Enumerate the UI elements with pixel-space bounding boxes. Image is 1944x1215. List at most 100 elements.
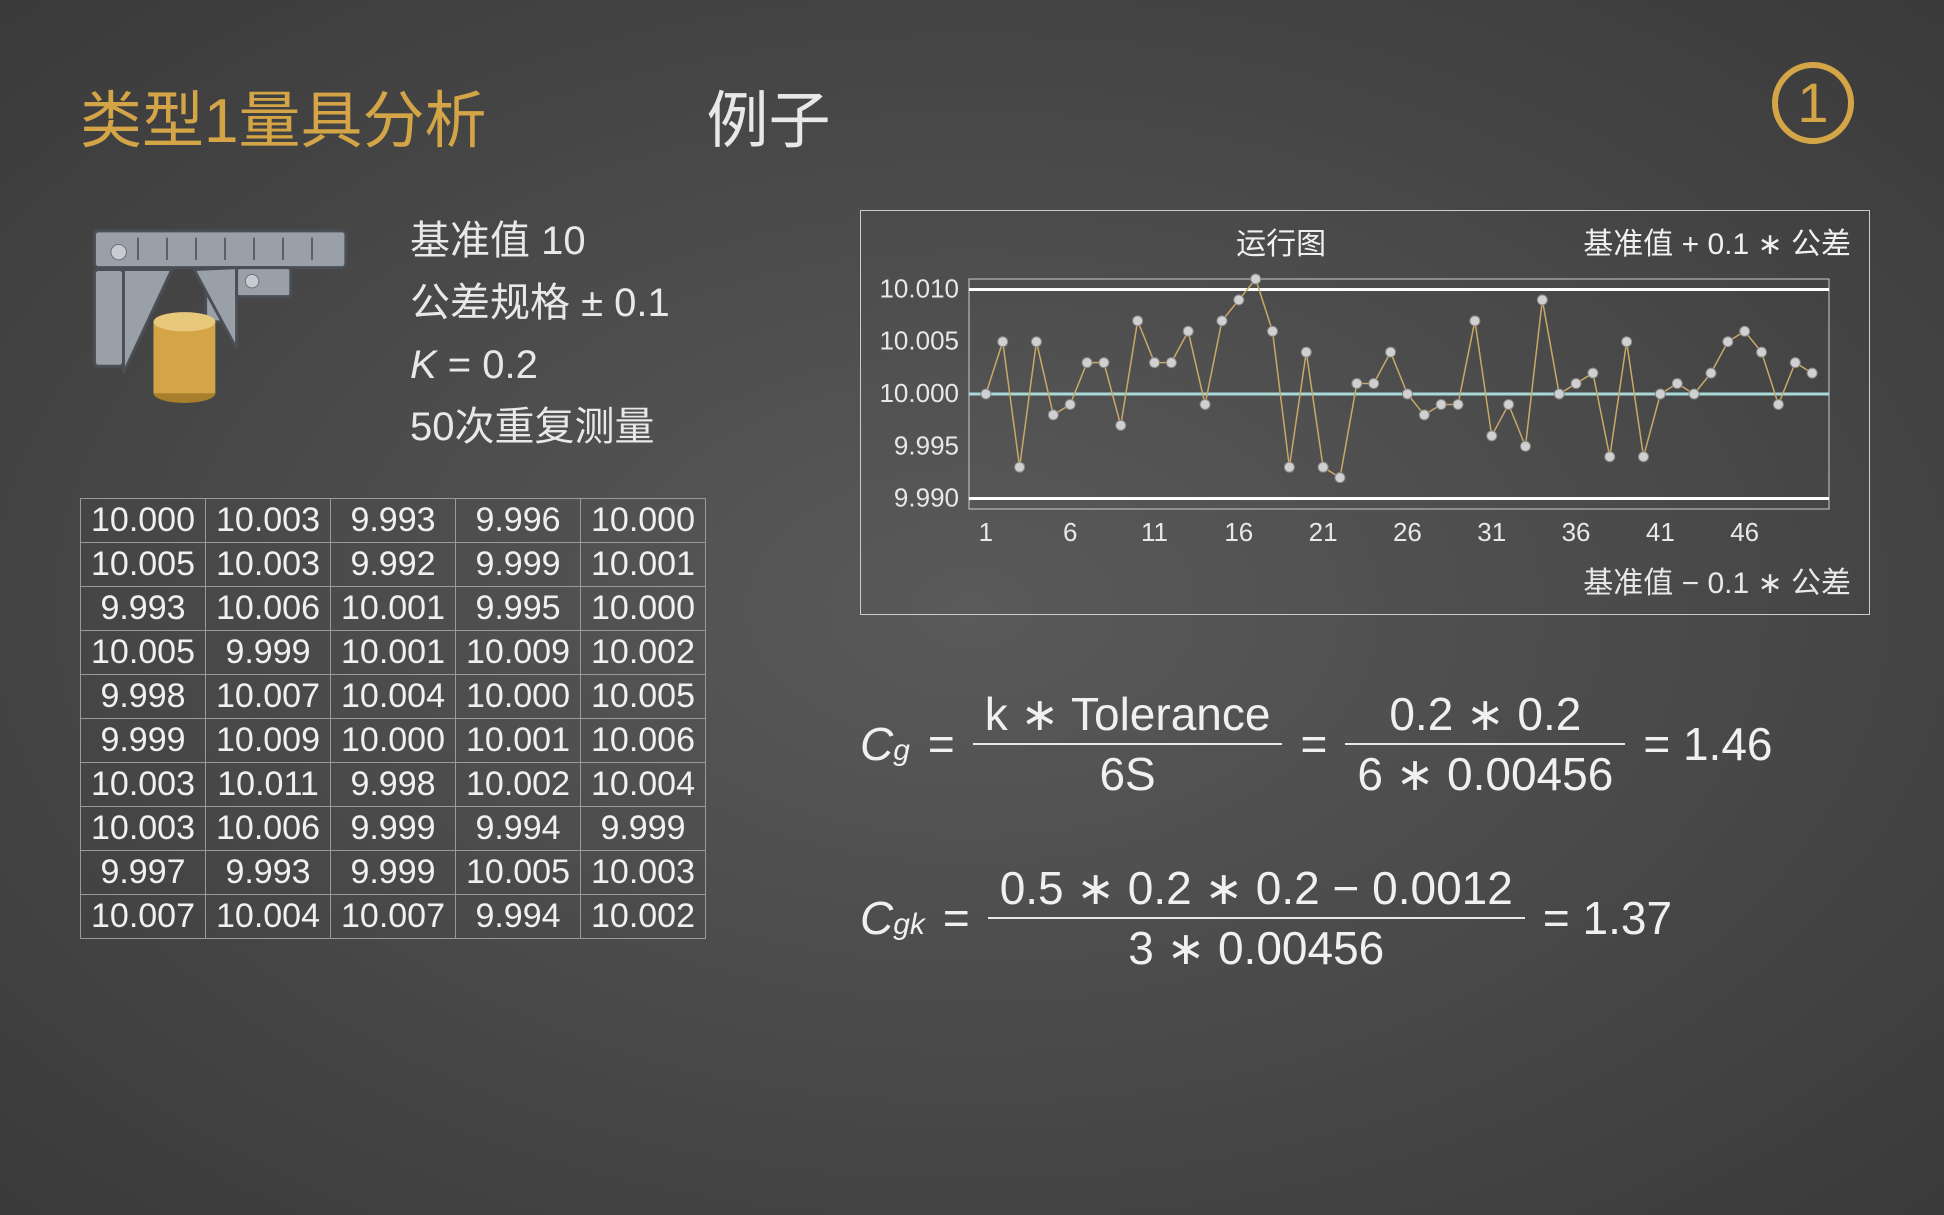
table-cell: 10.007 — [331, 895, 456, 939]
table-row: 10.00710.00410.0079.99410.002 — [81, 895, 706, 939]
spec-reference: 基准值 10 — [410, 210, 670, 272]
svg-text:6: 6 — [1063, 517, 1077, 547]
title: 类型1量具分析 — [80, 70, 486, 160]
table-cell: 9.996 — [456, 499, 581, 543]
table-cell: 10.000 — [81, 499, 206, 543]
table-cell: 9.992 — [331, 543, 456, 587]
table-cell: 10.007 — [81, 895, 206, 939]
table-cell: 10.006 — [206, 807, 331, 851]
cgk-num: 0.5 ∗ 0.2 ∗ 0.2 − 0.0012 — [988, 859, 1525, 917]
table-cell: 10.002 — [456, 763, 581, 807]
run-chart-box: 运行图 基准值 + 0.1 ∗ 公差 9.990 9.995 10.000 10.00… — [860, 210, 1870, 615]
subtitle: 例子 — [706, 70, 830, 160]
table-cell: 9.997 — [81, 851, 206, 895]
table-row: 10.00310.0069.9999.9949.999 — [81, 807, 706, 851]
table-cell: 10.005 — [456, 851, 581, 895]
table-cell: 10.011 — [206, 763, 331, 807]
data-table: 10.00010.0039.9939.99610.00010.00510.003… — [80, 498, 706, 939]
svg-text:31: 31 — [1477, 517, 1506, 547]
table-row: 10.00010.0039.9939.99610.000 — [81, 499, 706, 543]
table-cell: 10.001 — [331, 587, 456, 631]
table-cell: 10.003 — [206, 543, 331, 587]
table-cell: 9.994 — [456, 807, 581, 851]
formulas: Cg = k ∗ Tolerance 6S = 0.2 ∗ 0.2 6 ∗ 0.… — [860, 685, 1870, 977]
svg-text:10.000: 10.000 — [879, 378, 959, 408]
table-row: 10.00310.0119.99810.00210.004 — [81, 763, 706, 807]
table-row: 10.0059.99910.00110.00910.002 — [81, 631, 706, 675]
header: 类型1量具分析 例子 — [80, 70, 1864, 160]
svg-text:9.990: 9.990 — [894, 483, 959, 513]
svg-text:9.995: 9.995 — [894, 430, 959, 460]
table-cell: 9.999 — [206, 631, 331, 675]
spec-k-var: K — [410, 343, 437, 387]
table-cell: 10.005 — [81, 543, 206, 587]
run-chart: 9.9909.99510.00010.00510.010161116212631… — [879, 269, 1839, 549]
svg-text:26: 26 — [1393, 517, 1422, 547]
spec-repeat: 50次重复测量 — [410, 396, 670, 458]
spec-k-val: = 0.2 — [437, 343, 538, 387]
spec-k: K = 0.2 — [410, 334, 670, 396]
table-cell: 10.001 — [331, 631, 456, 675]
cgk-sub: gk — [893, 908, 925, 941]
cgk-lhs: C — [860, 892, 893, 944]
cg-f2-den: 6 ∗ 0.00456 — [1345, 745, 1625, 803]
svg-text:10.010: 10.010 — [879, 273, 959, 303]
page-number-badge: 1 — [1772, 62, 1854, 144]
table-cell: 9.993 — [206, 851, 331, 895]
table-cell: 10.002 — [581, 895, 706, 939]
table-cell: 10.003 — [81, 763, 206, 807]
svg-text:41: 41 — [1646, 517, 1675, 547]
table-cell: 9.999 — [331, 807, 456, 851]
table-cell: 10.000 — [581, 499, 706, 543]
table-cell: 10.003 — [81, 807, 206, 851]
svg-text:16: 16 — [1224, 517, 1253, 547]
table-cell: 9.994 — [456, 895, 581, 939]
table-cell: 9.999 — [81, 719, 206, 763]
table-cell: 10.000 — [331, 719, 456, 763]
cg-f2-num: 0.2 ∗ 0.2 — [1377, 685, 1593, 743]
table-cell: 10.009 — [206, 719, 331, 763]
table-cell: 9.998 — [81, 675, 206, 719]
table-cell: 10.002 — [581, 631, 706, 675]
formula-cgk: Cgk = 0.5 ∗ 0.2 ∗ 0.2 − 0.0012 3 ∗ 0.004… — [860, 859, 1870, 977]
formula-cg: Cg = k ∗ Tolerance 6S = 0.2 ∗ 0.2 6 ∗ 0.… — [860, 685, 1870, 803]
cg-lhs: C — [860, 718, 893, 770]
svg-text:10.005: 10.005 — [879, 326, 959, 356]
table-cell: 10.007 — [206, 675, 331, 719]
svg-text:46: 46 — [1730, 517, 1759, 547]
chart-lower-label: 基准值 − 0.1 ∗ 公差 — [879, 558, 1851, 602]
table-cell: 10.006 — [206, 587, 331, 631]
table-cell: 9.993 — [331, 499, 456, 543]
specs: 基准值 10 公差规格 ± 0.1 K = 0.2 50次重复测量 — [410, 210, 670, 458]
spec-tolerance: 公差规格 ± 0.1 — [410, 272, 670, 334]
svg-text:1: 1 — [979, 517, 993, 547]
table-cell: 10.000 — [581, 587, 706, 631]
table-cell: 10.006 — [581, 719, 706, 763]
table-cell: 10.005 — [81, 631, 206, 675]
page-number: 1 — [1797, 75, 1828, 131]
cgk-result: = 1.37 — [1543, 891, 1672, 945]
caliper-icon — [80, 210, 370, 420]
table-cell: 10.004 — [331, 675, 456, 719]
chart-header: 运行图 基准值 + 0.1 ∗ 公差 — [879, 219, 1851, 263]
table-cell: 10.004 — [206, 895, 331, 939]
table-row: 9.99310.00610.0019.99510.000 — [81, 587, 706, 631]
table-row: 9.9979.9939.99910.00510.003 — [81, 851, 706, 895]
table-row: 9.99810.00710.00410.00010.005 — [81, 675, 706, 719]
cg-f1-den: 6S — [1099, 748, 1155, 800]
table-cell: 10.003 — [581, 851, 706, 895]
table-cell: 10.004 — [581, 763, 706, 807]
table-cell: 9.993 — [81, 587, 206, 631]
table-row: 9.99910.00910.00010.00110.006 — [81, 719, 706, 763]
spec-row: 基准值 10 公差规格 ± 0.1 K = 0.2 50次重复测量 — [80, 210, 800, 458]
left-column: 基准值 10 公差规格 ± 0.1 K = 0.2 50次重复测量 10.000… — [80, 210, 800, 1033]
table-cell: 10.001 — [581, 543, 706, 587]
table-cell: 10.001 — [456, 719, 581, 763]
table-cell: 9.998 — [331, 763, 456, 807]
table-cell: 10.005 — [581, 675, 706, 719]
cg-sub: g — [893, 734, 910, 767]
table-cell: 10.009 — [456, 631, 581, 675]
svg-text:11: 11 — [1141, 517, 1168, 547]
table-cell: 9.999 — [581, 807, 706, 851]
chart-upper-label: 基准值 + 0.1 ∗ 公差 — [1583, 219, 1851, 263]
